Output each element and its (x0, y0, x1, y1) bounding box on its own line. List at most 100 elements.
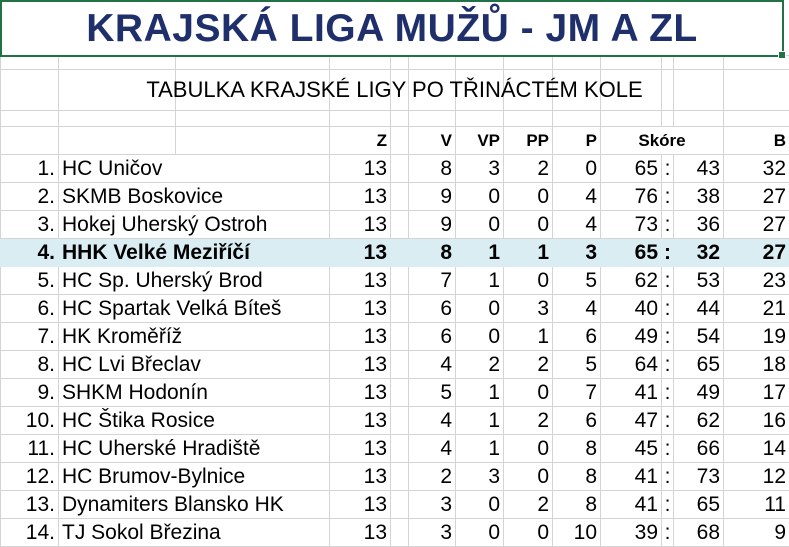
ot-losses-cell[interactable]: 0 (504, 519, 553, 547)
score-separator[interactable]: : (662, 519, 674, 547)
losses-cell[interactable]: 8 (553, 435, 601, 463)
points-cell[interactable]: 11 (724, 491, 789, 519)
wins-cell[interactable]: 2 (409, 463, 456, 491)
score-separator[interactable]: : (662, 267, 674, 295)
team-cell[interactable]: HHK Velké Meziříčí (59, 239, 330, 267)
played-cell[interactable]: 13 (330, 155, 391, 183)
ot-wins-cell[interactable]: 0 (456, 491, 504, 519)
goals-against-cell[interactable]: 36 (674, 211, 724, 239)
rank-cell[interactable]: 13. (1, 491, 59, 519)
wins-cell[interactable]: 8 (409, 155, 456, 183)
goals-against-cell[interactable]: 32 (674, 239, 724, 267)
team-cell[interactable]: Hokej Uherský Ostroh (59, 211, 330, 239)
wins-cell[interactable]: 3 (409, 519, 456, 547)
points-cell[interactable]: 14 (724, 435, 789, 463)
played-cell[interactable]: 13 (330, 239, 391, 267)
rank-cell[interactable]: 4. (1, 239, 59, 267)
ot-wins-cell[interactable]: 0 (456, 519, 504, 547)
losses-cell[interactable]: 6 (553, 323, 601, 351)
rank-cell[interactable]: 11. (1, 435, 59, 463)
ot-losses-cell[interactable]: 2 (504, 491, 553, 519)
played-cell[interactable]: 13 (330, 211, 391, 239)
played-cell[interactable]: 13 (330, 519, 391, 547)
ot-wins-cell[interactable]: 0 (456, 211, 504, 239)
rank-cell[interactable]: 5. (1, 267, 59, 295)
played-cell[interactable]: 13 (330, 379, 391, 407)
losses-cell[interactable]: 5 (553, 351, 601, 379)
wins-cell[interactable]: 9 (409, 211, 456, 239)
losses-cell[interactable]: 4 (553, 183, 601, 211)
losses-cell[interactable]: 7 (553, 379, 601, 407)
score-separator[interactable]: : (662, 155, 674, 183)
ot-losses-cell[interactable]: 3 (504, 295, 553, 323)
ot-wins-cell[interactable]: 1 (456, 407, 504, 435)
losses-cell[interactable]: 8 (553, 463, 601, 491)
ot-losses-cell[interactable]: 0 (504, 267, 553, 295)
losses-cell[interactable]: 6 (553, 407, 601, 435)
empty-cell[interactable] (391, 407, 409, 435)
sheet-title-cell[interactable]: KRAJSKÁ LIGA MUŽŮ - JM A ZL (0, 0, 784, 57)
empty-cell[interactable] (391, 435, 409, 463)
played-cell[interactable]: 13 (330, 491, 391, 519)
wins-cell[interactable]: 8 (409, 239, 456, 267)
empty-cell[interactable] (391, 183, 409, 211)
empty-cell[interactable] (391, 323, 409, 351)
team-cell[interactable]: HC Lvi Břeclav (59, 351, 330, 379)
points-cell[interactable]: 27 (724, 211, 789, 239)
points-cell[interactable]: 27 (724, 183, 789, 211)
goals-against-cell[interactable]: 68 (674, 519, 724, 547)
empty-cell[interactable] (391, 491, 409, 519)
goals-against-cell[interactable]: 44 (674, 295, 724, 323)
team-cell[interactable]: HC Sp. Uherský Brod (59, 267, 330, 295)
goals-for-cell[interactable]: 41 (601, 379, 662, 407)
team-cell[interactable]: TJ Sokol Březina (59, 519, 330, 547)
wins-cell[interactable]: 9 (409, 183, 456, 211)
fill-handle[interactable] (778, 51, 786, 59)
ot-wins-cell[interactable]: 0 (456, 295, 504, 323)
ot-wins-cell[interactable]: 1 (456, 267, 504, 295)
points-cell[interactable]: 18 (724, 351, 789, 379)
score-separator[interactable]: : (662, 491, 674, 519)
team-cell[interactable]: HC Spartak Velká Bíteš (59, 295, 330, 323)
goals-for-cell[interactable]: 73 (601, 211, 662, 239)
goals-for-cell[interactable]: 65 (601, 239, 662, 267)
ot-wins-cell[interactable]: 0 (456, 323, 504, 351)
empty-cell[interactable] (391, 463, 409, 491)
wins-cell[interactable]: 4 (409, 351, 456, 379)
played-cell[interactable]: 13 (330, 351, 391, 379)
team-cell[interactable]: HC Štika Rosice (59, 407, 330, 435)
header-pp[interactable]: PP (504, 127, 553, 155)
goals-for-cell[interactable]: 47 (601, 407, 662, 435)
score-separator[interactable]: : (662, 463, 674, 491)
ot-wins-cell[interactable]: 1 (456, 379, 504, 407)
goals-for-cell[interactable]: 39 (601, 519, 662, 547)
ot-losses-cell[interactable]: 2 (504, 351, 553, 379)
rank-cell[interactable]: 2. (1, 183, 59, 211)
goals-for-cell[interactable]: 64 (601, 351, 662, 379)
wins-cell[interactable]: 7 (409, 267, 456, 295)
wins-cell[interactable]: 6 (409, 323, 456, 351)
points-cell[interactable]: 9 (724, 519, 789, 547)
played-cell[interactable]: 13 (330, 435, 391, 463)
goals-for-cell[interactable]: 41 (601, 463, 662, 491)
empty-cell[interactable] (391, 211, 409, 239)
ot-losses-cell[interactable]: 0 (504, 435, 553, 463)
points-cell[interactable]: 12 (724, 463, 789, 491)
rank-cell[interactable]: 9. (1, 379, 59, 407)
ot-wins-cell[interactable]: 0 (456, 183, 504, 211)
played-cell[interactable]: 13 (330, 463, 391, 491)
ot-losses-cell[interactable]: 0 (504, 379, 553, 407)
score-separator[interactable]: : (662, 351, 674, 379)
score-separator[interactable]: : (662, 295, 674, 323)
wins-cell[interactable]: 6 (409, 295, 456, 323)
score-separator[interactable]: : (662, 323, 674, 351)
ot-losses-cell[interactable]: 1 (504, 239, 553, 267)
points-cell[interactable]: 17 (724, 379, 789, 407)
rank-cell[interactable]: 3. (1, 211, 59, 239)
empty-cell[interactable] (391, 379, 409, 407)
played-cell[interactable]: 13 (330, 295, 391, 323)
goals-against-cell[interactable]: 62 (674, 407, 724, 435)
goals-for-cell[interactable]: 76 (601, 183, 662, 211)
points-cell[interactable]: 32 (724, 155, 789, 183)
goals-against-cell[interactable]: 53 (674, 267, 724, 295)
